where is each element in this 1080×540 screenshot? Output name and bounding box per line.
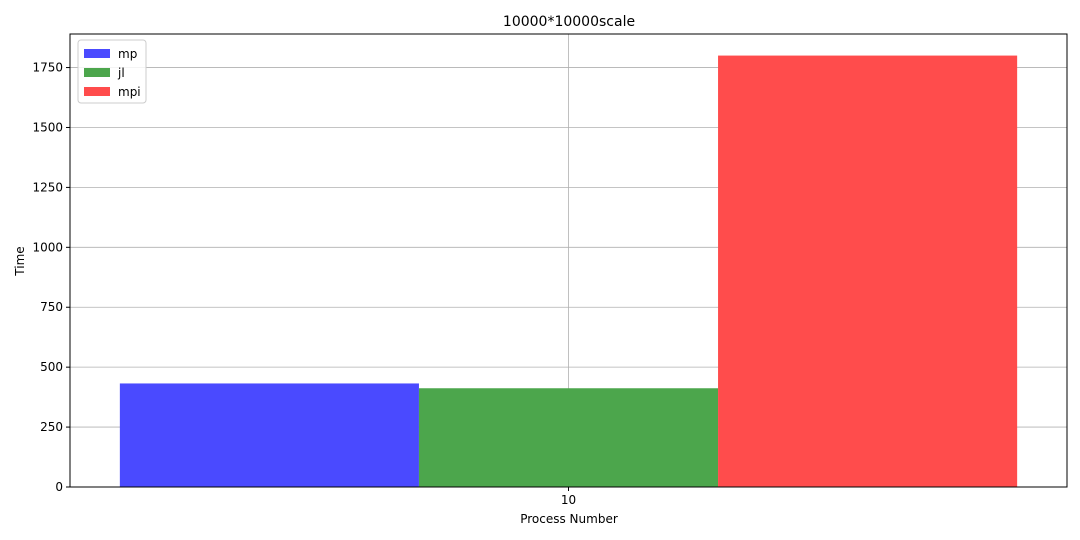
legend-swatch-mp (84, 49, 110, 58)
y-tick-label: 1250 (32, 180, 63, 194)
y-tick-label: 250 (40, 420, 63, 434)
y-tick-label: 0 (55, 480, 63, 494)
legend-swatch-mpi (84, 87, 110, 96)
y-tick-label: 1500 (32, 120, 63, 134)
legend-label-jl: jl (117, 66, 125, 80)
legend-label-mpi: mpi (118, 85, 141, 99)
y-axis-ticks: 0 250 500 750 1000 1250 1500 1750 (32, 61, 70, 494)
x-tick-label: 10 (561, 493, 576, 507)
y-tick-label: 500 (40, 360, 63, 374)
y-tick-label: 750 (40, 300, 63, 314)
chart-title: 10000*10000scale (503, 14, 635, 30)
bar-jl (418, 388, 719, 487)
legend-label-mp: mp (118, 47, 137, 61)
y-tick-label: 1750 (32, 61, 63, 75)
y-axis-label: Time (13, 246, 27, 276)
legend-swatch-jl (84, 68, 110, 77)
bar-mp (119, 383, 419, 487)
bar-mpi (718, 55, 1018, 487)
bars (119, 55, 1018, 487)
x-axis-ticks: 10 (561, 487, 576, 507)
legend: mp jl mpi (77, 39, 147, 104)
y-tick-label: 1000 (32, 240, 63, 254)
x-axis-label: Process Number (520, 512, 618, 526)
